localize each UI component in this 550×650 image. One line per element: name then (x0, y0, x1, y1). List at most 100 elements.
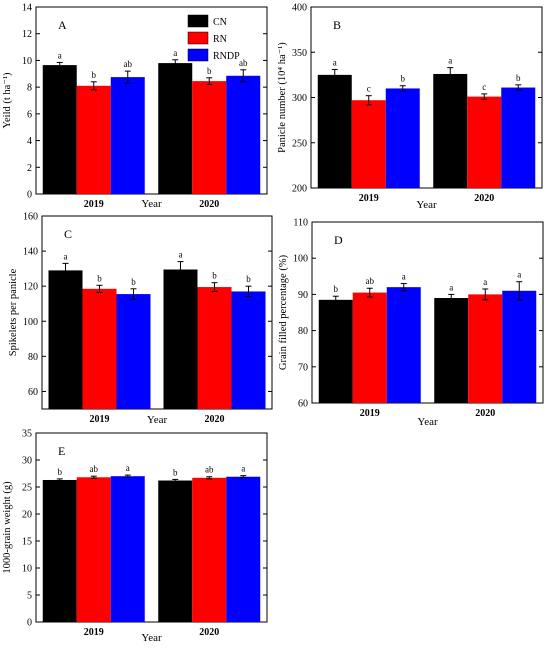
y-tick-label: 20 (22, 510, 32, 521)
bar-cn-2020 (434, 298, 469, 403)
plot-frame (35, 432, 268, 623)
bar-cn-2019 (48, 270, 83, 409)
x-tick-label: 2019 (90, 414, 110, 425)
x-tick-label: 2020 (199, 627, 219, 638)
y-axis-label: Panicle number (10⁴ ha⁻¹) (277, 42, 288, 153)
significance-letter: ab (90, 464, 99, 474)
significance-letter: a (517, 270, 521, 280)
bar-cn-2020 (433, 73, 468, 188)
y-tick-label: 80 (28, 352, 38, 363)
significance-letter: a (449, 282, 453, 292)
significance-letter: b (173, 467, 178, 477)
panel-label: E (58, 444, 65, 458)
significance-letter: b (207, 66, 212, 76)
y-tick-label: 60 (28, 387, 38, 398)
y-tick-label: 90 (298, 290, 308, 301)
significance-letter: a (241, 464, 245, 474)
y-tick-label: 25 (22, 483, 32, 494)
bar-rn-2020 (192, 477, 227, 622)
legend-swatch-cn (187, 14, 209, 28)
y-tick-label: 2 (27, 163, 32, 174)
significance-letter: ab (205, 465, 214, 475)
significance-letter: a (173, 48, 177, 58)
legend-swatch-rndp (187, 48, 209, 62)
significance-letter: ab (239, 58, 248, 68)
y-tick-label: 12 (22, 29, 32, 40)
bar-rndp-2020 (502, 290, 537, 403)
significance-letter: b (92, 70, 97, 80)
x-tick-label: 2020 (475, 408, 495, 419)
y-tick-label: 160 (23, 212, 38, 223)
plot-frame (35, 6, 268, 195)
bar-rndp-2020 (226, 75, 261, 194)
legend-swatch-rn (187, 31, 209, 45)
y-tick-label: 35 (22, 429, 32, 440)
bar-rndp-2020 (501, 87, 536, 188)
bar-cn-2019 (42, 65, 77, 194)
y-tick-label: 110 (293, 218, 308, 229)
legend: CN RN RNDP (187, 14, 240, 62)
chart-panel-e: 0 5 10 15 20 25 30 35 2019 b ab a 2020 b ab a E Year 1000-… (2, 429, 268, 644)
y-tick-label: 4 (27, 136, 32, 147)
significance-letter: b (131, 277, 136, 287)
bar-rndp-2019 (385, 88, 420, 188)
panel-label: A (58, 18, 67, 32)
x-axis-label: Year (417, 416, 438, 428)
bar-rndp-2019 (386, 287, 421, 403)
significance-letter: a (58, 50, 62, 60)
x-tick-label: 2020 (205, 414, 225, 425)
x-axis-label: Year (141, 198, 162, 210)
significance-letter: b (516, 73, 521, 83)
x-tick-label: 2019 (84, 627, 104, 638)
significance-letter: a (64, 251, 68, 261)
y-axis-label: Grain filled percentage (%) (278, 254, 289, 370)
panel-label: D (334, 233, 343, 247)
y-tick-label: 30 (22, 456, 32, 467)
plot-frame (311, 221, 544, 404)
y-tick-label: 14 (22, 3, 32, 14)
y-axis-label: Yeild (t ha⁻¹) (2, 72, 13, 129)
x-axis-label: Year (416, 199, 437, 211)
bar-rn-2019 (76, 477, 111, 622)
x-tick-label: 2019 (84, 199, 104, 210)
bar-rn-2019 (351, 100, 386, 188)
significance-letter: b (334, 284, 339, 294)
significance-letter: ab (366, 276, 375, 286)
legend-label-cn: CN (213, 17, 227, 28)
significance-letter: a (179, 250, 183, 260)
bar-rndp-2019 (110, 476, 145, 622)
y-tick-label: 100 (293, 254, 308, 265)
bar-rn-2019 (352, 292, 387, 403)
bar-rndp-2019 (110, 77, 145, 194)
chart-panel-c: 60 80 100 120 140 160 2019 a b b 2020 a b b C Year Spike… (8, 212, 273, 426)
y-axis-label: 1000-grain weight (g) (2, 481, 13, 574)
x-tick-label: 2020 (474, 193, 494, 204)
significance-letter: ab (124, 59, 133, 69)
significance-letter: a (448, 56, 452, 66)
significance-letter: c (367, 84, 371, 94)
bar-cn-2019 (317, 74, 352, 188)
bar-rndp-2020 (231, 291, 266, 409)
bar-cn-2019 (42, 479, 77, 622)
significance-letter: b (246, 274, 251, 284)
y-tick-label: 250 (292, 138, 307, 149)
y-tick-label: 140 (23, 247, 38, 258)
x-tick-label: 2019 (360, 408, 380, 419)
x-tick-label: 2020 (199, 199, 219, 210)
bar-rn-2020 (192, 81, 227, 194)
y-tick-label: 8 (27, 83, 32, 94)
y-tick-label: 70 (298, 362, 308, 373)
plot-frame (41, 215, 273, 410)
chart-panel-d: 60 70 80 90 100 110 2019 b ab a 2020 a a a D Year Grain … (278, 218, 544, 428)
bar-cn-2020 (163, 269, 198, 409)
bar-cn-2020 (158, 480, 193, 622)
significance-letter: b (58, 467, 63, 477)
y-tick-label: 80 (298, 326, 308, 337)
y-tick-label: 100 (23, 317, 38, 328)
bar-cn-2020 (158, 63, 193, 194)
bar-rn-2019 (76, 85, 111, 194)
bar-rndp-2020 (226, 476, 261, 622)
y-tick-label: 60 (298, 399, 308, 410)
